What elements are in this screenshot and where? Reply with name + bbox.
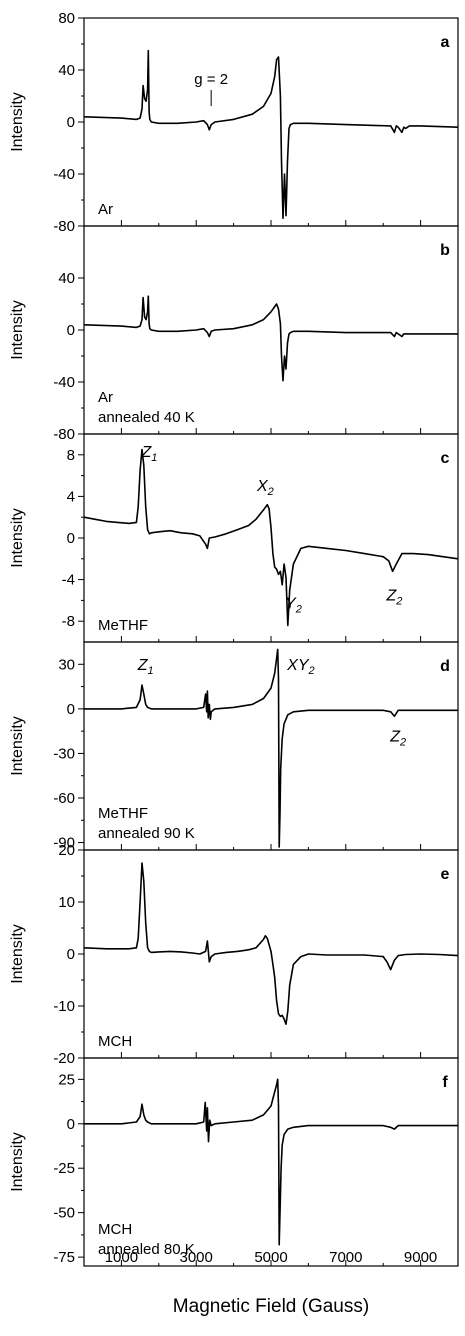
plot-frame [83, 225, 459, 435]
peak-label-subscript: 1 [148, 665, 154, 677]
spectrum-line [83, 295, 458, 382]
spectrum-line [83, 448, 459, 627]
y-tick-label: -50 [53, 1205, 75, 1222]
peak-label-subscript: 2 [399, 737, 406, 749]
spectrum-line [84, 648, 458, 848]
sample-label: MeTHF [98, 617, 148, 634]
y-tick-label: -40 [53, 166, 75, 183]
sample-label: Ar [98, 389, 113, 406]
y-axis-title: Intensity [9, 300, 26, 360]
y-tick-label: -90 [53, 835, 75, 852]
sample-label: MCH [98, 1033, 132, 1050]
y-axis-title: Intensity [9, 1132, 26, 1192]
peak-label: Z1 [137, 657, 154, 677]
peak-label-base: XY [286, 657, 310, 674]
y-tick-label: -60 [53, 790, 75, 807]
y-tick-label: -40 [53, 374, 75, 391]
g-value-label: g = 2 [194, 71, 228, 88]
y-tick-label: 80 [58, 10, 75, 27]
peak-label: Y2 [285, 596, 302, 616]
peak-label-base: Z [385, 587, 397, 604]
peak-label: Z2 [385, 587, 402, 607]
x-tick-label: 1000 [105, 1249, 138, 1266]
peak-label-base: Z [137, 657, 149, 674]
panel-letter: f [442, 1074, 448, 1091]
y-tick-label: 30 [58, 656, 75, 673]
panel-letter: a [441, 34, 450, 51]
peak-label: X2 [256, 478, 274, 498]
peak-label-base: X [256, 478, 269, 495]
x-tick-label: 3000 [180, 1249, 213, 1266]
y-tick-label: -30 [53, 745, 75, 762]
panel-d: 30 0 -30 -60 -90 Intensity d MeTHF annealed 90 K… [9, 641, 459, 852]
y-tick-label: 0 [67, 530, 75, 547]
peak-label: Z1 [140, 444, 157, 464]
sample-label: annealed 90 K [98, 825, 195, 842]
sample-label: MCH [98, 1221, 132, 1238]
sample-label: annealed 80 K [98, 1241, 195, 1258]
y-tick-label: 0 [67, 946, 75, 963]
y-axis-title: Intensity [9, 924, 26, 984]
y-axis-title: Intensity [9, 716, 26, 776]
peak-label-subscript: 2 [295, 604, 302, 616]
y-tick-label: 0 [67, 114, 75, 131]
x-axis-title: Magnetic Field (Gauss) [173, 1296, 369, 1317]
y-tick-label: 0 [67, 322, 75, 339]
peak-label-base: Y [285, 596, 297, 613]
peak-label: Z2 [389, 729, 406, 749]
panel-e: 20 10 0 -10 -20 Intensity e MCH [9, 842, 459, 1067]
panel-b: 40 0 -40 -80 Intensity b Ar annealed 40 K [9, 225, 459, 443]
y-tick-label: 0 [67, 701, 75, 718]
plot-frame [83, 1057, 459, 1267]
panel-letter: c [441, 450, 450, 467]
y-tick-label: -75 [53, 1249, 75, 1266]
panel-letter: b [440, 242, 450, 259]
y-tick-label: 8 [67, 447, 75, 464]
peak-label-subscript: 1 [151, 452, 157, 464]
peak-label-base: Z [389, 729, 401, 746]
y-tick-label: 40 [58, 270, 75, 287]
peak-label-subscript: 2 [395, 595, 402, 607]
y-tick-label: 20 [58, 842, 75, 859]
y-tick-label: -10 [53, 998, 75, 1015]
y-axis-title: Intensity [9, 92, 26, 152]
x-tick-label: 7000 [329, 1249, 362, 1266]
y-tick-label: 10 [58, 894, 75, 911]
y-axis-title: Intensity [9, 508, 26, 568]
y-tick-label: -80 [53, 426, 75, 443]
sample-label: annealed 40 K [98, 409, 195, 426]
sample-label: MeTHF [98, 805, 148, 822]
peak-label-subscript: 2 [308, 665, 315, 677]
plot-frame [83, 17, 459, 227]
spectrum-line [84, 1078, 458, 1246]
panel-letter: e [441, 866, 450, 883]
y-tick-label: -8 [62, 613, 75, 630]
y-tick-label: -25 [53, 1160, 75, 1177]
panel-a: 80 40 0 -40 -80 Intensity a Ar g = 2 [9, 10, 459, 235]
y-tick-label: 25 [58, 1071, 75, 1088]
x-tick-label: 9000 [404, 1249, 437, 1266]
panel-letter: d [440, 658, 450, 675]
sample-label: Ar [98, 201, 113, 218]
spectrum-line [83, 862, 459, 1025]
y-tick-label: 40 [58, 62, 75, 79]
peak-label-base: Z [140, 444, 152, 461]
y-tick-label: 0 [67, 1116, 75, 1133]
panel-f: 25 0 -25 -50 -75 Intensity f MCH annealed 80 K10… [9, 1057, 459, 1317]
peak-label-subscript: 2 [267, 486, 274, 498]
y-tick-label: -20 [53, 1050, 75, 1067]
y-tick-label: 4 [67, 488, 75, 505]
spectrum-line [83, 49, 459, 219]
x-tick-label: 5000 [254, 1249, 287, 1266]
y-tick-label: -4 [62, 572, 75, 589]
y-tick-label: -80 [53, 218, 75, 235]
peak-label: XY2 [286, 657, 314, 677]
